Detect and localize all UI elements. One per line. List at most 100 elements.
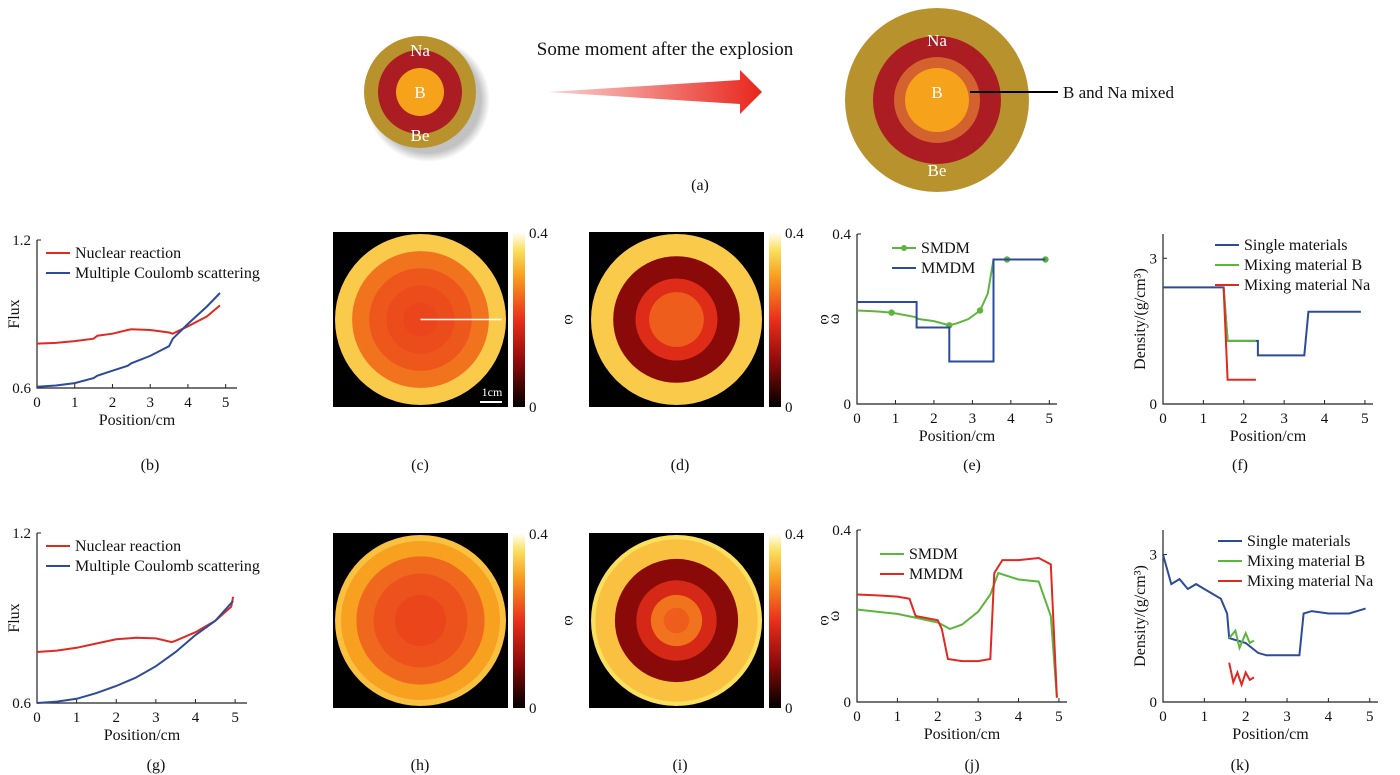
panel-i: 0.4 0 ω (i) <box>589 527 834 774</box>
right-label-na: Na <box>927 31 947 50</box>
caption-h: (h) <box>411 757 430 774</box>
ytick-label: 0 <box>844 695 852 711</box>
colorbar-tick-top: 0.4 <box>785 226 804 242</box>
xtick-label: 3 <box>974 709 982 725</box>
arrow-label: Some moment after the explosion <box>537 39 794 60</box>
series-line-j-1 <box>856 556 1058 698</box>
legend-entry: Single materials <box>1244 237 1348 254</box>
colorbar-tick-bottom: 0 <box>785 400 793 416</box>
caption-b: (b) <box>141 457 160 474</box>
xtick-label: 2 <box>934 709 942 725</box>
colorbar-tick-bottom: 0 <box>529 400 537 416</box>
colorbar-d <box>769 232 781 407</box>
panel-k: 0 1 2 3 4 503Position/cmDensity/(g/cm³)Single… <box>1132 530 1378 774</box>
series-line-k-2 <box>1228 662 1255 688</box>
y-axis-label: Density/(g/cm³) <box>1132 565 1149 667</box>
colorbar-c <box>513 232 525 407</box>
colorbar-i <box>769 533 781 708</box>
panel-c: 0.4 0 ω 1cm (c) <box>333 226 578 474</box>
panel-h: 0.4 0 ω (h) <box>333 527 578 774</box>
x-axis-label: Position/cm <box>99 412 176 429</box>
colorbar-tick-top: 0.4 <box>529 527 548 543</box>
series-line-b-0 <box>36 304 221 345</box>
x-axis-label: Position/cm <box>1232 726 1309 743</box>
legend-entry: Multiple Coulomb scattering <box>75 558 260 575</box>
xtick-label: 4 <box>184 395 192 411</box>
mixed-label: B and Na mixed <box>1063 83 1174 102</box>
series-line-g-0 <box>36 596 235 653</box>
caption-f: (f) <box>1232 457 1248 474</box>
left-label-b: B <box>414 83 425 102</box>
xtick-label: 3 <box>146 395 154 411</box>
ytick-label: 1.2 <box>12 526 31 542</box>
series-line-b-1 <box>36 292 221 388</box>
legend-entry: Mixing material Na <box>1244 277 1370 294</box>
legend-marker <box>901 245 907 251</box>
xtick-label: 5 <box>222 395 230 411</box>
legend-entry: Mixing material B <box>1244 257 1362 274</box>
right-b-core <box>905 68 969 132</box>
xtick-label: 2 <box>109 395 117 411</box>
ytick-label: 3 <box>1150 548 1158 564</box>
series-line-j-0 <box>856 571 1058 698</box>
panel-b: 0 1 2 3 4 5 0.6 1.2 Position/cm Flux Nuclear react… <box>6 233 260 474</box>
colorbar-tick-top: 0.4 <box>785 527 804 543</box>
legend-entry: SMDM <box>921 240 970 257</box>
series-line-k-1 <box>1228 628 1255 652</box>
legend-entry: Single materials <box>1247 533 1351 550</box>
legend-entry: MMDM <box>909 566 963 583</box>
chart-panels: 0 1 2 3 4 5 0.6 1.2 Position/cm Flux Nuclear react… <box>6 226 1378 774</box>
ytick-label: 1.2 <box>12 233 31 249</box>
arrow-shape <box>548 70 762 114</box>
colorbar-tick-bottom: 0 <box>785 701 793 717</box>
xtick-label: 2 <box>1242 709 1250 725</box>
caption-e: (e) <box>963 457 981 474</box>
legend-entry: Multiple Coulomb scattering <box>75 265 260 282</box>
ytick-label: 0 <box>844 397 852 413</box>
xtick-label: 5 <box>231 710 239 726</box>
xtick-label: 5 <box>1361 411 1369 427</box>
series-line-g-1 <box>36 600 234 704</box>
xtick-label: 5 <box>1055 709 1063 725</box>
xtick-label: 4 <box>1325 709 1333 725</box>
xtick-label: 3 <box>1283 709 1291 725</box>
caption-c: (c) <box>411 457 429 474</box>
xtick-label: 4 <box>1007 411 1015 427</box>
x-axis-label: Position/cm <box>1230 428 1307 445</box>
axes-j <box>856 530 1067 703</box>
left-label-na: Na <box>410 41 430 60</box>
caption-k: (k) <box>1231 757 1250 774</box>
xtick-label: 0 <box>33 395 41 411</box>
panel-g: 0 1 2 3 4 5 0.6 1.2 Position/cm Flux Nuclear react… <box>6 526 260 774</box>
xtick-label: 0 <box>1159 411 1167 427</box>
panel-f: 0 1 2 3 4 503Position/cmDensity/(g/cm³)Single… <box>1132 234 1373 474</box>
right-label-be: Be <box>928 161 947 180</box>
ytick-label: 0.6 <box>12 696 31 712</box>
xtick-label: 4 <box>1015 709 1023 725</box>
legend-entry: Nuclear reaction <box>75 245 181 262</box>
panel-d: 0.4 0 ω (d) <box>589 226 834 474</box>
left-label-be: Be <box>411 126 430 145</box>
xtick-label: 4 <box>192 710 200 726</box>
colorbar-h <box>513 533 525 708</box>
heatmap-ring-h-4 <box>394 594 447 647</box>
ytick-label: 0 <box>1150 397 1158 413</box>
colorbar-label: ω <box>817 314 834 325</box>
y-axis-label: ω <box>826 314 843 325</box>
series-line-f-0 <box>1163 286 1361 357</box>
xtick-label: 5 <box>1046 411 1054 427</box>
colorbar-label: ω <box>561 615 578 626</box>
colorbar-label: ω <box>817 615 834 626</box>
heatmap-ring-d-3 <box>649 292 704 347</box>
ytick-label: 0.4 <box>832 227 851 243</box>
xtick-label: 4 <box>1321 411 1329 427</box>
panel-e: 0 1 2 3 4 5 0 0.4 Position/cm ω SMDM MMDM (e) <box>826 227 1057 474</box>
series-marker <box>888 309 895 316</box>
scale-label: 1cm <box>482 385 503 399</box>
xtick-label: 1 <box>73 710 81 726</box>
caption-a: (a) <box>691 177 709 194</box>
series-line-f-1 <box>1222 287 1256 342</box>
x-axis-label: Position/cm <box>104 727 181 744</box>
colorbar-tick-bottom: 0 <box>529 701 537 717</box>
